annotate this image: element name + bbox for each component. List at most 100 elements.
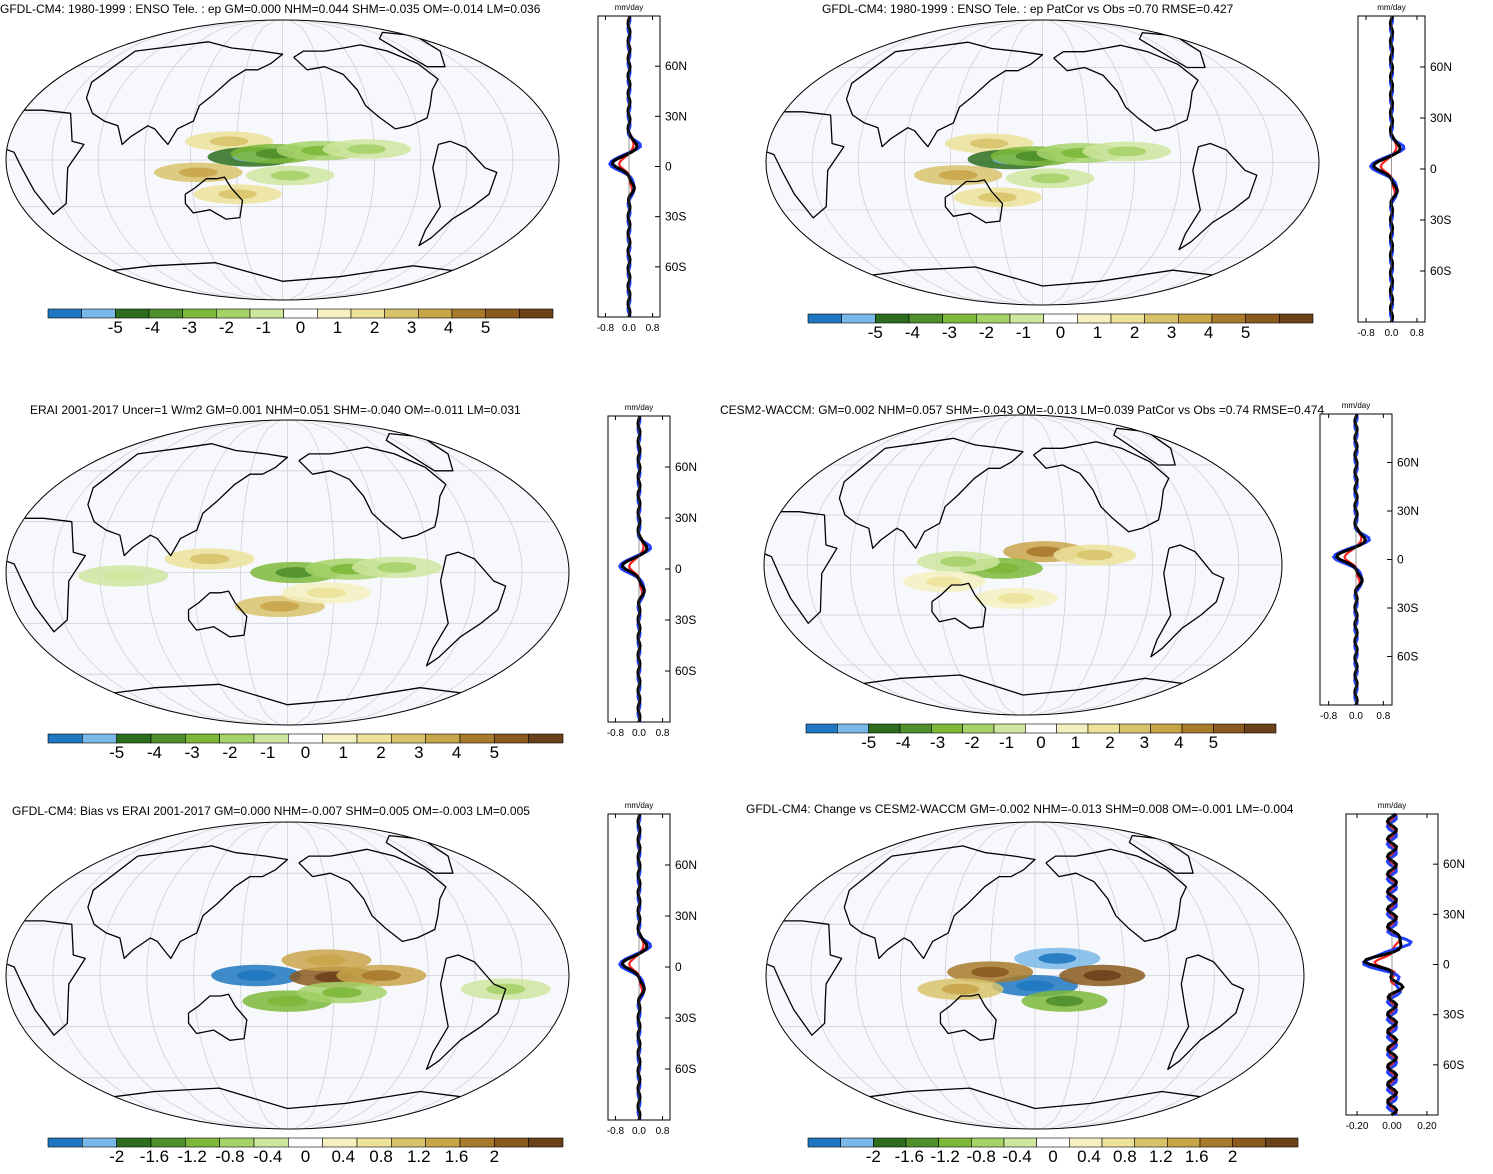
- graticule-lon: [944, 822, 1022, 1129]
- colorbar-tick-label: -3: [942, 323, 957, 342]
- anomaly-core: [267, 995, 308, 1007]
- colorbar-tick-label: -5: [109, 743, 124, 762]
- colorbar-swatch: [938, 1137, 972, 1148]
- colorbar-swatch: [391, 1137, 426, 1148]
- coastline: [6, 109, 85, 216]
- coastline: [1053, 44, 1199, 132]
- coastline: [187, 993, 248, 1041]
- graticule-lon: [193, 822, 274, 1129]
- colorbar-swatch: [1036, 1137, 1070, 1148]
- coastline: [764, 511, 838, 624]
- colorbar-swatch: [425, 1137, 461, 1148]
- profile-lat-tick-label: 60S: [1443, 1058, 1464, 1072]
- profile-unit-label: mm/day: [1377, 3, 1405, 12]
- colorbar-tick-label: 1.2: [407, 1147, 431, 1166]
- colorbar-tick-label: -5: [861, 733, 876, 752]
- colorbar-swatch: [528, 1137, 564, 1148]
- colorbar-swatch: [1265, 1137, 1299, 1148]
- colorbar-swatch: [1056, 723, 1089, 734]
- colorbar-swatch: [1043, 313, 1078, 324]
- map-svg: -5 -4 -3 -2 -1 0 1 2 3 4 5: [765, 19, 1320, 342]
- colorbar-tick-label: -4: [145, 318, 160, 337]
- colorbar-tick-label: 4: [1204, 323, 1213, 342]
- colorbar-swatch: [288, 733, 323, 744]
- colorbar-swatch: [1199, 1137, 1233, 1148]
- graticule-lon: [1068, 822, 1260, 1129]
- graticule-lon: [1029, 415, 1067, 715]
- profile-curve: [608, 15, 643, 318]
- colorbar-tick-label: 4: [1174, 733, 1183, 752]
- anomaly-core: [940, 556, 977, 567]
- panel-title: ERAI 2001-2017 Uncer=1 W/m2 GM=0.001 NHM…: [30, 403, 521, 417]
- profile-lat-tick-label: 60S: [1397, 650, 1418, 664]
- profile-x-tick-label: 0.8: [1376, 711, 1390, 722]
- coastline: [1150, 544, 1225, 658]
- colorbar-swatch: [459, 1137, 495, 1148]
- coastline: [425, 954, 507, 1070]
- colorbar-swatch: [219, 1137, 255, 1148]
- profile-curve: [618, 813, 653, 1121]
- anomaly-core: [361, 970, 402, 981]
- colorbar-swatch: [976, 313, 1011, 324]
- colorbar-swatch: [391, 733, 426, 744]
- colorbar-swatch: [288, 1137, 323, 1148]
- coastline: [944, 179, 1004, 224]
- profile-curve: [1343, 413, 1363, 706]
- profile-lat-tick-label: 60N: [675, 858, 697, 872]
- anomaly-core: [1030, 173, 1070, 184]
- graticule-lon: [810, 822, 1002, 1129]
- profile-x-tick-label: 0.8: [656, 1126, 670, 1137]
- colorbar-swatch: [459, 733, 495, 744]
- profile-panel: mm/day 60N 30N 0 30S 60S -0.8 0.0 0.8: [590, 0, 700, 345]
- colorbar-tick-label: 2: [1130, 323, 1139, 342]
- colorbar-tick-label: -2: [222, 743, 237, 762]
- colorbar-tick-label: 2: [376, 743, 385, 762]
- profile-lat-tick-label: 30S: [1430, 213, 1451, 227]
- coastline: [1045, 848, 1187, 943]
- profile-curve: [1362, 812, 1405, 1117]
- colorbar-tick-label: -2: [219, 318, 234, 337]
- profile-lat-tick-label: 30S: [1397, 601, 1418, 615]
- coastline: [6, 517, 86, 633]
- colorbar-tick-label: 1.6: [1185, 1147, 1209, 1166]
- profile-curve: [1368, 15, 1406, 323]
- colorbar-swatch: [868, 723, 901, 734]
- anomaly-core: [178, 167, 218, 178]
- map-svg: -5 -4 -3 -2 -1 0 1 2 3 4 5: [5, 419, 570, 762]
- colorbar-swatch: [1003, 1137, 1037, 1148]
- colorbar-swatch: [1213, 723, 1245, 734]
- panel-title: GFDL-CM4: Change vs CESM2-WACCM GM=-0.00…: [746, 802, 1294, 816]
- profile-curve: [620, 415, 649, 723]
- profile-panel: mm/day 60N 30N 0 30S 60S -0.8 0.0 0.8: [600, 400, 710, 750]
- colorbar-swatch: [519, 308, 554, 319]
- profile-lat-tick-label: 30S: [1443, 1008, 1464, 1022]
- colorbar-swatch: [494, 1137, 529, 1148]
- anomaly-core: [306, 587, 347, 599]
- colorbar-swatch: [1279, 313, 1314, 324]
- profile-x-tick-label: -0.8: [607, 1126, 625, 1137]
- profile-lat-tick-label: 30N: [675, 511, 697, 525]
- colorbar-tick-label: -1.6: [140, 1147, 169, 1166]
- colorbar-tick-label: -2: [965, 733, 980, 752]
- colorbar-tick-label: -1.6: [895, 1147, 924, 1166]
- profile-x-tick-label: 0.20: [1417, 1121, 1437, 1132]
- colorbar-swatch: [47, 308, 82, 319]
- profile-lat-tick-label: 30S: [665, 210, 686, 224]
- profile-svg: mm/day 60N 30N 0 30S 60S -0.8 0.0 0.8: [597, 3, 687, 334]
- map-svg: -2 -1.6 -1.2 -0.8 -0.4 0 0.4 0.8 1.2 1.6 2: [765, 821, 1305, 1166]
- coastline: [931, 582, 987, 629]
- anomaly-core: [236, 970, 276, 981]
- profile-lat-tick-label: 0: [1443, 958, 1450, 972]
- coastline: [293, 44, 439, 130]
- colorbar-swatch: [1211, 313, 1246, 324]
- graticule-lon: [900, 822, 1015, 1129]
- colorbar-tick-label: 5: [1241, 323, 1250, 342]
- coastline: [85, 41, 284, 146]
- colorbar-swatch: [971, 1137, 1005, 1148]
- colorbar-swatch: [425, 733, 461, 744]
- colorbar-swatch: [807, 1137, 841, 1148]
- profile-svg: mm/day 60N 30N 0 30S 60S -0.20 0.00 0.20: [1345, 801, 1465, 1132]
- anomaly-core: [260, 601, 300, 612]
- colorbar-tick-label: -4: [147, 743, 162, 762]
- colorbar-swatch: [47, 1137, 83, 1148]
